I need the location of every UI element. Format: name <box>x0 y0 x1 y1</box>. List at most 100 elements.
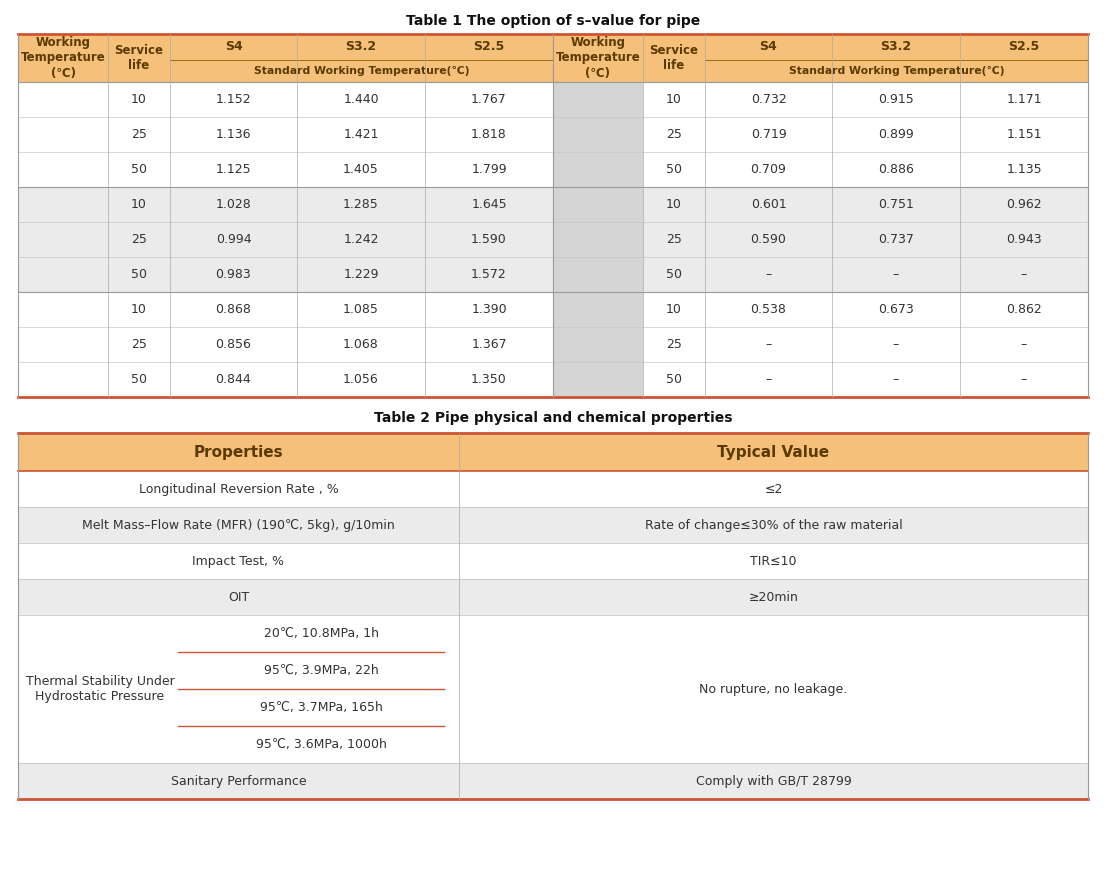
Text: 0.751: 0.751 <box>878 198 914 211</box>
Bar <box>459 543 1088 579</box>
Bar <box>832 362 960 397</box>
Bar <box>18 34 108 82</box>
Bar <box>459 471 1088 507</box>
Bar <box>298 187 425 222</box>
Text: 1.440: 1.440 <box>343 93 379 106</box>
Text: 1.285: 1.285 <box>343 198 379 211</box>
Bar <box>18 82 108 117</box>
Bar <box>170 362 298 397</box>
Text: S3.2: S3.2 <box>880 41 911 53</box>
Bar <box>960 117 1088 152</box>
Bar <box>643 152 705 187</box>
Text: –: – <box>893 268 899 281</box>
Bar <box>705 292 832 327</box>
Text: 10: 10 <box>132 198 147 211</box>
Bar <box>643 82 705 117</box>
Text: 0.601: 0.601 <box>751 198 786 211</box>
Bar <box>425 152 553 187</box>
Bar <box>170 257 298 292</box>
Bar <box>553 327 643 362</box>
Bar <box>298 82 425 117</box>
Text: 1.242: 1.242 <box>343 233 378 246</box>
Text: 1.818: 1.818 <box>471 128 507 141</box>
Bar <box>108 34 170 82</box>
Text: TIR≤10: TIR≤10 <box>750 554 796 567</box>
Bar <box>459 579 1088 615</box>
Text: –: – <box>765 268 772 281</box>
Text: 0.719: 0.719 <box>751 128 786 141</box>
Bar <box>18 507 459 543</box>
Bar <box>18 763 459 799</box>
Bar <box>960 257 1088 292</box>
Text: ≥20min: ≥20min <box>749 591 799 604</box>
Bar <box>832 152 960 187</box>
Text: 25: 25 <box>666 233 682 246</box>
Text: 0.994: 0.994 <box>216 233 251 246</box>
Bar <box>18 152 108 187</box>
Text: 0.899: 0.899 <box>878 128 914 141</box>
Text: 95℃, 3.6MPa, 1000h: 95℃, 3.6MPa, 1000h <box>255 738 386 751</box>
Text: 50: 50 <box>131 268 147 281</box>
Text: Standard Working Temperature(℃): Standard Working Temperature(℃) <box>253 66 469 76</box>
Bar <box>553 34 643 82</box>
Text: –: – <box>765 338 772 351</box>
Text: 95℃, 3.7MPa, 165h: 95℃, 3.7MPa, 165h <box>260 701 383 714</box>
Bar <box>705 187 832 222</box>
Bar <box>459 615 1088 763</box>
Text: 1.028: 1.028 <box>216 198 251 211</box>
Text: Thermal Stability Under
Hydrostatic Pressure: Thermal Stability Under Hydrostatic Pres… <box>25 675 175 703</box>
Text: 0.732: 0.732 <box>751 93 786 106</box>
Text: 1.799: 1.799 <box>471 163 507 176</box>
Text: OIT: OIT <box>228 591 249 604</box>
Bar <box>18 579 459 615</box>
Bar <box>108 152 170 187</box>
Bar <box>960 34 1088 82</box>
Text: –: – <box>1021 268 1027 281</box>
Text: S3.2: S3.2 <box>345 41 376 53</box>
Text: 25: 25 <box>132 128 147 141</box>
Text: 0.868: 0.868 <box>216 303 251 316</box>
Bar <box>832 327 960 362</box>
Text: 1.350: 1.350 <box>471 373 507 386</box>
Bar <box>18 362 108 397</box>
Bar <box>553 222 643 257</box>
Text: 0.983: 0.983 <box>216 268 251 281</box>
Bar <box>170 117 298 152</box>
Bar <box>459 763 1088 799</box>
Text: 0.886: 0.886 <box>878 163 914 176</box>
Text: 1.390: 1.390 <box>471 303 507 316</box>
Text: 50: 50 <box>131 163 147 176</box>
Bar <box>960 187 1088 222</box>
Text: Table 1 The option of s–value for pipe: Table 1 The option of s–value for pipe <box>406 14 700 28</box>
Bar <box>705 222 832 257</box>
Bar <box>459 433 1088 471</box>
Bar <box>960 82 1088 117</box>
Text: 1.068: 1.068 <box>343 338 379 351</box>
Text: –: – <box>893 373 899 386</box>
Text: 25: 25 <box>666 338 682 351</box>
Bar <box>298 34 425 82</box>
Bar <box>425 34 553 82</box>
Text: Impact Test, %: Impact Test, % <box>192 554 284 567</box>
Text: S4: S4 <box>760 41 778 53</box>
Bar <box>18 292 108 327</box>
Bar <box>108 117 170 152</box>
Bar <box>18 471 459 507</box>
Text: 0.943: 0.943 <box>1006 233 1042 246</box>
Bar <box>108 292 170 327</box>
Text: 50: 50 <box>666 163 682 176</box>
Bar <box>643 292 705 327</box>
Bar <box>425 292 553 327</box>
Text: No rupture, no leakage.: No rupture, no leakage. <box>699 683 847 695</box>
Bar <box>960 362 1088 397</box>
Text: 1.421: 1.421 <box>343 128 378 141</box>
Text: Service
life: Service life <box>115 44 164 72</box>
Bar <box>832 187 960 222</box>
Bar <box>425 222 553 257</box>
Text: Longitudinal Reversion Rate , %: Longitudinal Reversion Rate , % <box>138 482 338 496</box>
Bar <box>170 327 298 362</box>
Bar <box>425 327 553 362</box>
Bar <box>705 257 832 292</box>
Bar <box>170 34 298 82</box>
Text: 0.862: 0.862 <box>1006 303 1042 316</box>
